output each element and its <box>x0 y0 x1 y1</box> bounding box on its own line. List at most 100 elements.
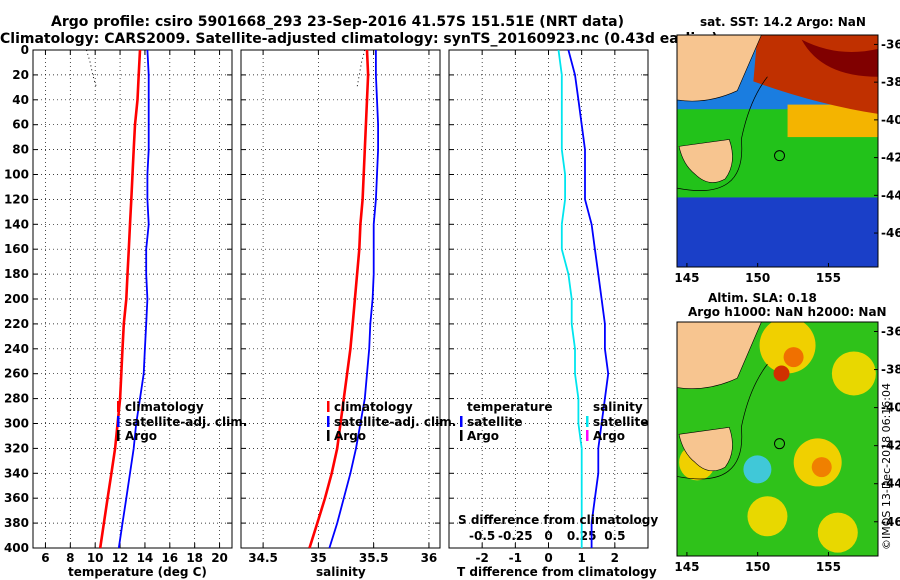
panel-frame <box>32 49 233 549</box>
map-x-tick-label: 155 <box>816 271 841 285</box>
x-tick-label: 35.5 <box>359 551 389 565</box>
sla-high <box>773 365 790 382</box>
watermark: ©IMOS 13-Dec-2018 06:16:04 <box>880 383 893 550</box>
y-tick-label: 260 <box>4 367 29 381</box>
panel-salinity: 34.5 35 35.5 36 <box>240 49 441 565</box>
map-y-tick-label: -38 <box>881 75 900 89</box>
map-sst: -36 -38 -40 -42 -44 -46 145 150 155 <box>674 34 900 285</box>
y-tick-label: 360 <box>4 491 29 505</box>
legend-marker-t-argo <box>460 430 463 441</box>
difference-legend-s-argo: Argo <box>593 429 626 443</box>
y-tick-label: 120 <box>4 192 29 206</box>
sst-core <box>801 39 878 77</box>
map-x-tick-label: 145 <box>674 560 699 574</box>
sla-anomaly <box>831 351 876 396</box>
x-tick-label: 6 <box>41 551 49 565</box>
map-y-tick-label: -36 <box>881 325 900 339</box>
map-x-tick-label: 145 <box>674 271 699 285</box>
map-x-tick-label: 150 <box>745 560 770 574</box>
x-top-tick-label: -0.25 <box>498 529 533 543</box>
salinity-xlabel: salinity <box>316 565 366 579</box>
legend-marker-s-satellite <box>586 416 589 427</box>
temperature-legend-argo: Argo <box>125 429 158 443</box>
temperature-legend-satellite: satellite-adj. clim. <box>125 415 248 429</box>
map-frame <box>676 34 879 268</box>
map-y-tick-label: -42 <box>881 151 900 165</box>
y-tick-label: 0 <box>21 43 29 57</box>
sla-low <box>743 455 772 484</box>
map-sla: -36 -38 -40 -42 -44 -46 145 150 155 <box>674 321 900 574</box>
legend-marker-argo <box>117 430 120 441</box>
series-satellite-adj-clim- <box>328 50 380 549</box>
argo-location-marker <box>774 438 786 450</box>
y-tick-label: 300 <box>4 417 29 431</box>
x-tick-label: -2 <box>475 551 488 565</box>
y-tick-label: 160 <box>4 242 29 256</box>
difference-legend-s-satellite: satellite <box>593 415 649 429</box>
x-top-tick-label: -0.5 <box>469 529 495 543</box>
panel-temperature: 6 8 10 12 14 16 18 2002040608010012014016018020… <box>4 43 233 565</box>
map-y-tick-label: -40 <box>881 401 900 415</box>
difference-xlabel-top: S difference from climatology <box>458 513 659 527</box>
legend-marker-s-argo <box>586 430 589 441</box>
difference-legend-t-satellite: satellite <box>467 415 523 429</box>
argo-location-marker <box>774 150 786 162</box>
x-tick-label: 1 <box>577 551 585 565</box>
difference-xlabel: T difference from climatology <box>457 565 657 579</box>
y-tick-label: 20 <box>12 68 29 82</box>
panel-difference: -2 -1 0 1 2-0.5 -0.25 0 0.25 0.5 <box>448 49 649 565</box>
y-tick-label: 220 <box>4 317 29 331</box>
difference-legend-salinity: salinity <box>593 400 643 414</box>
x-tick-label: 2 <box>611 551 619 565</box>
difference-legend-temperature: temperature <box>467 400 553 414</box>
legend-marker-argo <box>327 430 330 441</box>
y-tick-label: 320 <box>4 441 29 455</box>
x-tick-label: 18 <box>186 551 203 565</box>
y-tick-label: 240 <box>4 342 29 356</box>
sst-cold-band <box>677 197 878 267</box>
series-s-satellite <box>557 49 583 548</box>
sla-anomaly <box>817 512 858 553</box>
y-tick-label: 200 <box>4 292 29 306</box>
legend-marker-climatology <box>117 401 120 412</box>
x-top-tick-label: 0 <box>544 529 552 543</box>
x-tick-label: 0 <box>544 551 552 565</box>
map-x-tick-label: 150 <box>745 271 770 285</box>
map-y-tick-label: -44 <box>881 188 900 202</box>
x-top-tick-label: 0.5 <box>604 529 625 543</box>
legend-marker-t-satellite <box>460 416 463 427</box>
map-y-tick-label: -44 <box>881 477 900 491</box>
sla-map-title-2: Argo h1000: NaN h2000: NaN <box>688 305 887 319</box>
x-tick-label: 35 <box>310 551 327 565</box>
map-y-tick-label: -36 <box>881 37 900 51</box>
map-y-tick-label: -40 <box>881 113 900 127</box>
x-tick-label: 12 <box>112 551 129 565</box>
y-tick-label: 140 <box>4 217 29 231</box>
map-frame <box>676 321 879 557</box>
legend-marker-satellite <box>327 416 330 427</box>
legend-marker-climatology <box>327 401 330 412</box>
y-tick-label: 400 <box>4 541 29 555</box>
y-tick-label: 80 <box>12 143 29 157</box>
mainland <box>677 35 762 102</box>
y-tick-label: 40 <box>12 93 29 107</box>
sla-high <box>811 457 832 478</box>
x-tick-label: 14 <box>137 551 154 565</box>
map-y-tick-label: -38 <box>881 363 900 377</box>
tasmania <box>678 139 733 183</box>
sst-map-title: sat. SST: 14.2 Argo: NaN <box>700 15 866 29</box>
y-tick-label: 180 <box>4 267 29 281</box>
title-line-2: Climatology: CARS2009. Satellite-adjuste… <box>0 31 718 47</box>
y-tick-label: 380 <box>4 516 29 530</box>
temperature-xlabel: temperature (deg C) <box>68 565 207 579</box>
y-tick-label: 280 <box>4 392 29 406</box>
x-tick-label: -1 <box>509 551 522 565</box>
salinity-legend-climatology: climatology <box>334 400 413 414</box>
series-argo <box>356 49 366 88</box>
series-satellite-adj-clim- <box>117 49 150 549</box>
tasmania <box>678 426 733 472</box>
sla-high <box>783 347 804 368</box>
series-argo <box>86 49 97 88</box>
